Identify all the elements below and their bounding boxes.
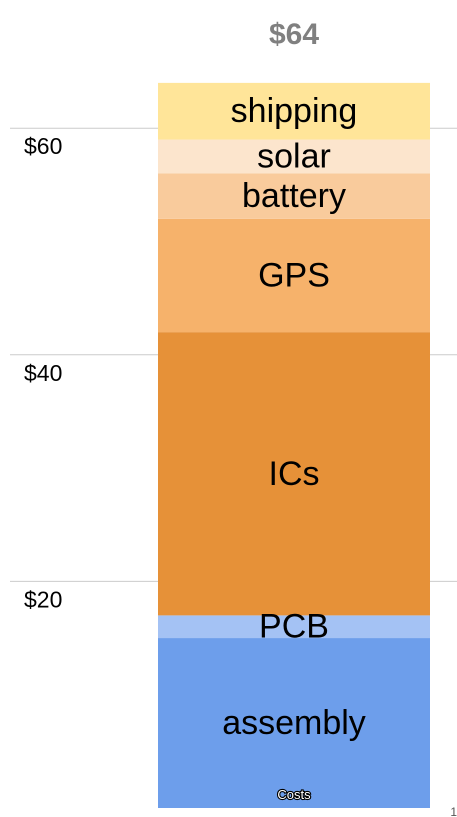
segment-label-battery: battery	[242, 177, 346, 215]
total-value-label: $64	[269, 18, 319, 51]
y-tick-label: $40	[24, 360, 62, 386]
category-label: Costs	[277, 787, 311, 802]
y-tick-label: $20	[24, 586, 62, 612]
segment-label-ics: ICs	[269, 455, 320, 493]
segment-label-assembly: assembly	[222, 704, 366, 742]
segment-label-shipping: shipping	[231, 92, 358, 130]
segment-label-solar: solar	[257, 138, 331, 176]
segment-label-gps: GPS	[258, 256, 330, 294]
page-number: 1	[450, 805, 457, 817]
y-tick-label: $60	[24, 133, 62, 159]
y-axis-ticks: $20 $40 $60	[24, 133, 62, 612]
segment-label-pcb: PCB	[259, 608, 329, 646]
